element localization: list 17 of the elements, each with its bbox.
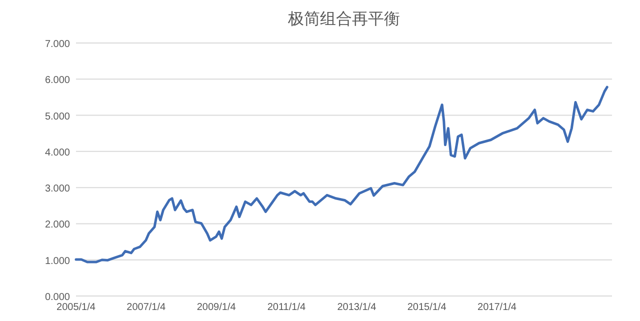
line-series: [74, 86, 608, 264]
x-tick-label: 2017/1/4: [478, 302, 517, 313]
y-tick-label: 3.000: [44, 184, 70, 195]
x-tick-label: 2009/1/4: [196, 302, 236, 313]
x-tick-label: 2013/1/4: [337, 302, 377, 313]
y-tick-label: 7.000: [44, 39, 70, 50]
x-tick-label: 2011/1/4: [267, 302, 306, 313]
y-tick-label: 4.000: [44, 147, 70, 158]
y-tick-label: 1.000: [44, 256, 70, 267]
y-tick-label: 0.000: [44, 292, 70, 303]
x-tick-label: 2015/1/4: [407, 302, 447, 313]
y-tick-label: 6.000: [44, 75, 70, 86]
chart-title: 极简组合再平衡: [287, 10, 400, 28]
x-tick-label: 2007/1/4: [126, 302, 166, 313]
x-tick-label: 2005/1/4: [56, 302, 96, 313]
y-tick-label: 2.000: [44, 220, 70, 231]
y-tick-label: 5.000: [44, 111, 70, 122]
